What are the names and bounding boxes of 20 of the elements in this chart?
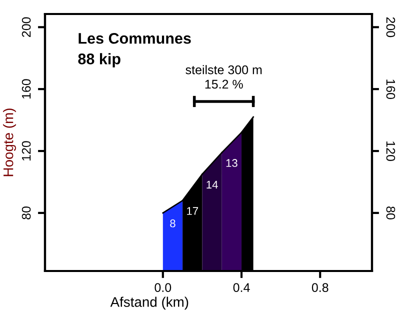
y2-tick-label: 200 [386, 17, 396, 38]
y-axis-title: Hoogte (m) [3, 108, 16, 176]
annotation: 13 [226, 159, 238, 167]
x-tick-label: 0.4 [233, 283, 250, 292]
text: Les Communes [78, 32, 191, 44]
annotation: 17 [187, 207, 198, 215]
y-tick-label: 160 [22, 79, 31, 99]
x-tick-label: 0.8 [312, 283, 328, 292]
x-axis-title: Afstand (km) [110, 296, 188, 310]
annotation: steilste 300 m 15.2 % [186, 65, 262, 89]
text: 88 kip [78, 53, 120, 68]
x-tick-label: 0.0 [154, 283, 172, 292]
y-tick-label: 120 [22, 141, 31, 160]
y-tick-label: 200 [22, 17, 31, 37]
y2-tick-label: 80 [386, 206, 396, 220]
y-tick-label: 80 [22, 206, 31, 220]
y2-tick-label: 120 [386, 142, 396, 161]
y2-tick-label: 160 [386, 80, 396, 100]
annotation: 14 [206, 180, 218, 188]
annotation: 8 [170, 219, 176, 228]
